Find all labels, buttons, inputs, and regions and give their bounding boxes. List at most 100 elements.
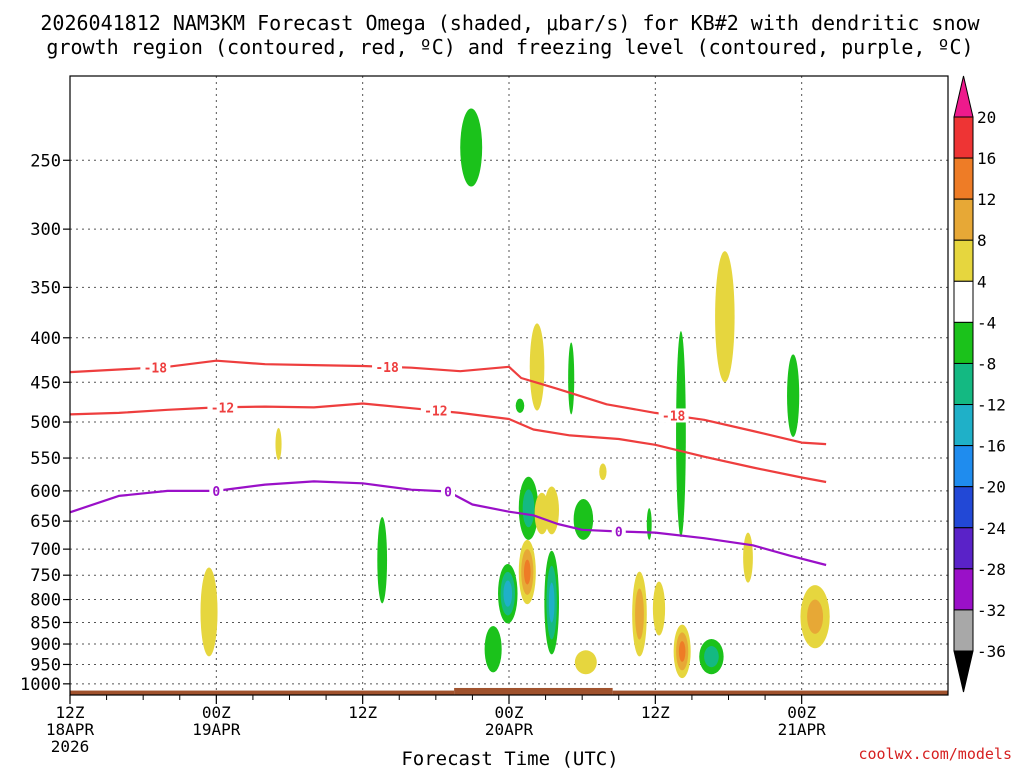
contour-label-dendritic-12-1: -12 (424, 405, 447, 420)
omega-cell-26-level-8 (807, 599, 824, 634)
colorbar-label-3: 8 (977, 231, 987, 250)
x-axis-label: Forecast Time (UTC) (401, 748, 618, 768)
contour-label-bg-freezing-level-0-1 (441, 484, 456, 499)
colorbar-label-1: 16 (977, 149, 996, 168)
omega-cell-24-level-4 (743, 532, 753, 583)
contour-label-bg-dendritic-12-0 (207, 400, 238, 415)
colorbar-bin-3 (953, 239, 974, 282)
contour-label-bg-dendritic-18-1 (372, 359, 403, 374)
contour-label-bg-freezing-level-0-0 (209, 483, 224, 498)
y-tick-label-500: 500 (30, 413, 61, 433)
y-tick-label-600: 600 (30, 482, 61, 502)
omega-cell-7-level-12 (523, 559, 531, 585)
y-tick-label-1000: 1000 (20, 675, 61, 695)
contour-freezing-level-0 (69, 480, 827, 567)
omega-cell-0 (200, 567, 218, 657)
omega-cell-12-level-4 (544, 486, 559, 535)
terrain-segment-2 (612, 690, 948, 695)
y-tick-label-400: 400 (30, 329, 61, 349)
y-tick-label-650: 650 (30, 512, 61, 532)
credit-text: coolwx.com/models (858, 745, 1012, 763)
chart-title-line-2: growth region (contoured, red, ºC) and f… (46, 35, 973, 59)
colorbar-bin-12 (953, 609, 974, 652)
x-tick-label-12-0: 00Z (202, 703, 231, 722)
omega-cell-9-level-4 (529, 323, 545, 411)
colorbar-label-4: 4 (977, 272, 987, 291)
x-tick-label-24-0: 12Z (348, 703, 377, 722)
colorbar-top-arrow (953, 75, 974, 118)
contour-label-dendritic-18-2: -18 (662, 409, 686, 424)
colorbar-label-9: -20 (977, 478, 1006, 497)
colorbar-label-11: -28 (977, 560, 1006, 579)
colorbar-label-13: -36 (977, 642, 1006, 661)
colorbar-bin-2 (953, 198, 974, 241)
omega-cell-14-level-4 (573, 499, 594, 540)
omega-cell-26 (800, 585, 830, 649)
omega-cell-17-level-8 (635, 588, 644, 640)
y-tick-label-250: 250 (30, 151, 61, 171)
colorbar-bin-1 (953, 157, 974, 200)
omega-cell-20-level-4 (676, 331, 686, 538)
omega-cell-19 (652, 581, 666, 636)
omega-cell-5 (498, 563, 518, 624)
omega-cell-25 (787, 354, 800, 437)
y-tick-label-350: 350 (30, 278, 61, 298)
colorbar-label-5: -4 (977, 313, 996, 332)
omega-cell-12 (544, 486, 559, 535)
omega-cell-22-level-8 (704, 646, 719, 668)
terrain-segment-1 (454, 687, 613, 695)
terrain-layer (70, 687, 948, 695)
omega-cell-22 (699, 638, 724, 675)
colorbar-label-7: -12 (977, 396, 1006, 415)
omega-cell-1 (275, 428, 282, 461)
omega-cell-4-level-4 (484, 625, 502, 673)
colorbar-bin-5 (953, 321, 974, 364)
temperature-contours: -18 -18 -18 -12 -12 0 0 0 (69, 359, 827, 567)
omega-cell-13 (568, 342, 575, 415)
omega-cell-6-level-4 (515, 398, 525, 413)
omega-cell-15-level-4 (574, 650, 597, 675)
y-tick-label-900: 900 (30, 635, 61, 655)
x-tick-label-60-1: 21APR (778, 720, 827, 739)
omega-cell-3-level-4 (460, 108, 483, 187)
y-tick-label-950: 950 (30, 655, 61, 675)
x-tick-label-0-0: 12Z (56, 703, 85, 722)
x-tick-label-12-1: 19APR (192, 720, 241, 739)
omega-cell-16 (599, 463, 607, 481)
colorbar-label-10: -24 (977, 519, 1006, 538)
colorbar-label-12: -32 (977, 601, 1006, 620)
omega-cell-21 (673, 624, 691, 679)
omega-cell-7 (518, 539, 536, 605)
omega-cell-8-level-8 (522, 489, 535, 528)
colorbar-bin-11 (953, 568, 974, 611)
omega-shading (200, 108, 830, 679)
contour-label-dendritic-18-0: -18 (144, 362, 168, 377)
omega-cell-18 (646, 508, 652, 540)
omega-cell-17 (632, 571, 647, 657)
colorbar-bin-4 (953, 280, 974, 323)
colorbar-bin-7 (953, 404, 974, 447)
contour-label-bg-dendritic-18-2 (658, 408, 689, 423)
contour-label-freezing-level-0-1: 0 (444, 486, 452, 501)
colorbar-label-0: 20 (977, 108, 996, 127)
y-tick-label-850: 850 (30, 613, 61, 633)
omega-cell-20 (676, 331, 686, 538)
terrain-segment-0 (70, 690, 455, 695)
contour-label-bg-dendritic-18-0 (140, 360, 171, 375)
y-tick-label-750: 750 (30, 566, 61, 586)
omega-cell-6 (515, 398, 525, 413)
colorbar-bin-8 (953, 445, 974, 488)
omega-cell-18-level-4 (646, 508, 652, 540)
contour-label-freezing-level-0-0: 0 (212, 485, 220, 500)
x-tick-label-36-0: 00Z (495, 703, 524, 722)
omega-cell-25-level-4 (787, 354, 800, 437)
omega-cell-1-level-4 (275, 428, 282, 461)
contour-dendritic-18 (69, 359, 827, 446)
x-tick-label-60-0: 00Z (787, 703, 816, 722)
y-tick-label-300: 300 (30, 220, 61, 240)
y-tick-label-800: 800 (30, 591, 61, 611)
contour-label-dendritic-12-0: -12 (211, 401, 234, 416)
chart-title: 2026041812 NAM3KM Forecast Omega (shaded… (40, 11, 980, 59)
